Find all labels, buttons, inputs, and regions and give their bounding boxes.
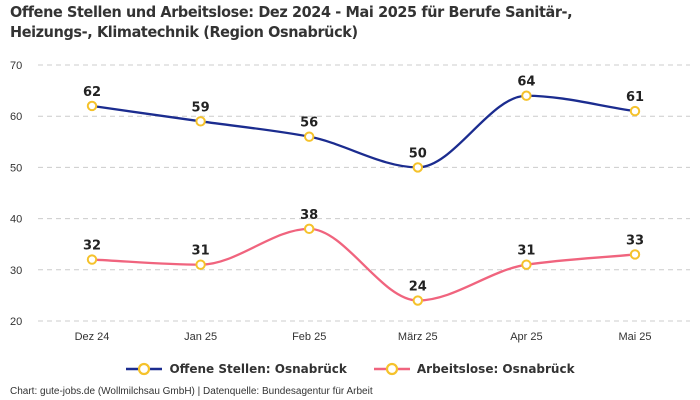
data-point[interactable] [412, 162, 423, 173]
data-point[interactable] [86, 254, 98, 265]
data-label: 31 [517, 244, 535, 259]
legend-label: Offene Stellen: Osnabrück [169, 362, 347, 376]
x-tick-label: Feb 25 [292, 331, 326, 343]
y-tick-label: 70 [10, 60, 22, 72]
data-point[interactable] [521, 259, 532, 270]
legend-item-offene-stellen[interactable]: Offene Stellen: Osnabrück [125, 362, 347, 376]
data-point[interactable] [195, 116, 206, 127]
y-tick-label: 60 [10, 111, 22, 123]
y-tick-label: 20 [10, 316, 22, 328]
data-label: 56 [300, 116, 318, 131]
legend-line-marker-icon [373, 362, 410, 376]
y-axis: 20 30 40 50 60 70 [10, 60, 22, 328]
data-label: 62 [83, 85, 101, 100]
y-tick-label: 50 [10, 162, 22, 174]
legend: Offene Stellen: Osnabrück Arbeitslose: O… [0, 362, 700, 376]
data-label: 31 [192, 244, 210, 259]
x-tick-label: Apr 25 [510, 331, 542, 343]
data-label: 38 [300, 208, 318, 223]
data-label: 24 [409, 280, 427, 295]
series-layer [91, 94, 636, 302]
data-point[interactable] [304, 223, 315, 235]
series-line-0 [91, 94, 636, 169]
legend-label: Arbeitslose: Osnabrück [416, 362, 575, 376]
y-tick-label: 30 [10, 265, 22, 277]
legend-marker [138, 362, 151, 376]
legend-marker [385, 362, 398, 376]
x-tick-label: Jan 25 [184, 331, 217, 343]
data-point[interactable] [195, 259, 206, 270]
data-point[interactable] [86, 100, 98, 112]
grid-lines [38, 64, 690, 322]
data-point[interactable] [629, 105, 641, 117]
x-tick-label: Dez 24 [75, 331, 110, 343]
data-label: 50 [409, 146, 427, 161]
data-point[interactable] [521, 90, 532, 101]
data-point[interactable] [412, 295, 423, 306]
data-label: 61 [626, 90, 644, 105]
series-line-1 [91, 227, 636, 302]
data-label: 33 [626, 233, 644, 248]
markers-layer [86, 90, 641, 306]
legend-line-marker-icon [126, 362, 163, 376]
data-point[interactable] [304, 131, 315, 142]
chart-credit: Chart: gute-jobs.de (Wollmilchsau GmbH) … [10, 386, 373, 397]
legend-item-arbeitslose[interactable]: Arbeitslose: Osnabrück [373, 362, 575, 376]
x-tick-label: Mai 25 [618, 331, 651, 343]
data-label: 59 [192, 100, 210, 115]
y-tick-label: 40 [10, 214, 22, 226]
data-label: 64 [517, 75, 535, 90]
x-axis: Dez 24 Jan 25 Feb 25 März 25 Apr 25 Mai 25 [75, 331, 652, 343]
data-labels-layer: 62 59 56 50 64 61 32 31 38 24 31 33 [83, 75, 644, 295]
x-tick-label: März 25 [398, 331, 438, 343]
chart-title: Offene Stellen und Arbeitslose: Dez 2024… [10, 3, 573, 41]
data-label: 32 [83, 239, 101, 254]
data-point[interactable] [629, 249, 641, 260]
